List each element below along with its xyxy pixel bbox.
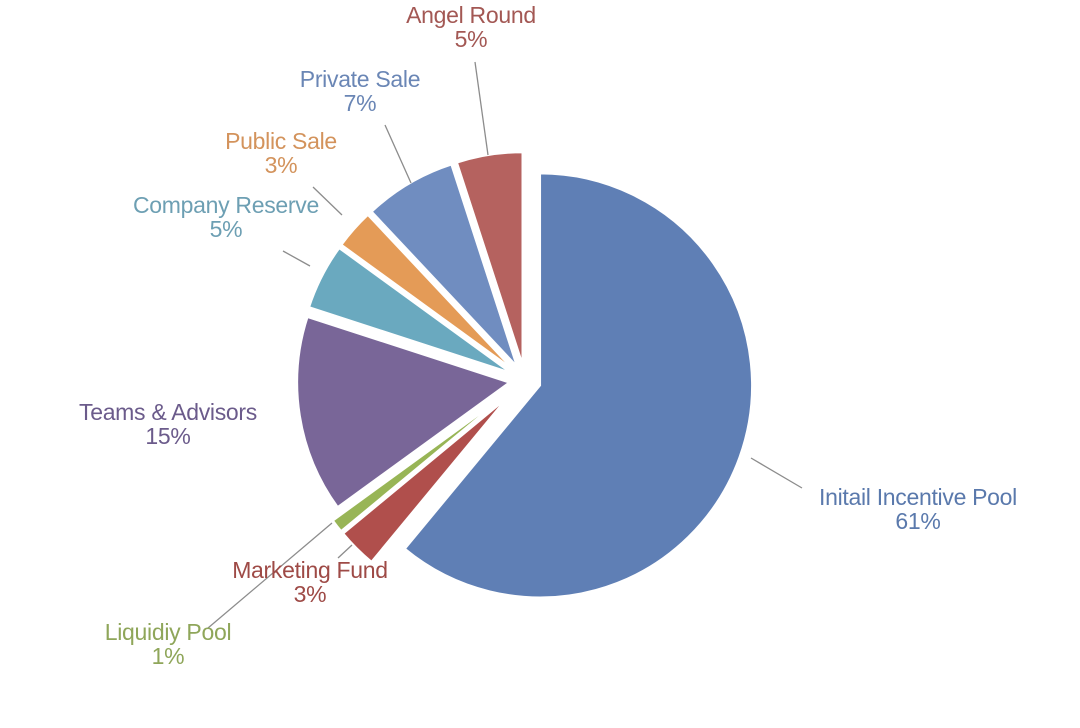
slice-percent-public-sale: 3%	[265, 152, 298, 178]
pie-slice-angel-round	[455, 151, 524, 365]
slice-percent-initail-incentive-pool: 61%	[895, 508, 940, 534]
slice-percent-private-sale: 7%	[344, 90, 377, 116]
pie-slice-company-reserve	[307, 246, 512, 374]
slice-percent-teams-advisors: 15%	[145, 423, 190, 449]
pie-slice-teams-advisors	[296, 315, 512, 509]
slice-name-company-reserve: Company Reserve	[133, 192, 319, 218]
slice-percent-company-reserve: 5%	[210, 216, 243, 242]
pie-slices	[296, 151, 753, 599]
leader-line-marketing-fund	[337, 544, 353, 559]
pie-slice-liquidiy-pool	[331, 395, 506, 533]
slice-name-angel-round: Angel Round	[406, 2, 536, 28]
slice-name-public-sale: Public Sale	[225, 128, 337, 154]
slice-label-public-sale: Public Sale 3%	[225, 128, 337, 178]
slice-percent-marketing-fund: 3%	[294, 581, 327, 607]
slice-name-teams-advisors: Teams & Advisors	[79, 399, 257, 425]
slice-percent-liquidiy-pool: 1%	[152, 643, 185, 669]
slice-label-private-sale: Private Sale 7%	[300, 66, 420, 116]
slice-name-marketing-fund: Marketing Fund	[232, 557, 388, 583]
slice-labels: Initail Incentive Pool 61%Marketing Fund 3…	[79, 2, 1017, 669]
leader-line-company-reserve	[282, 250, 311, 267]
pie-slice-public-sale	[340, 213, 514, 371]
slice-label-angel-round: Angel Round 5%	[406, 2, 536, 52]
pie-slice-private-sale	[370, 163, 518, 367]
slice-label-teams-advisors: Teams & Advisors 15%	[79, 399, 257, 449]
leader-line-liquidiy-pool	[207, 522, 333, 629]
pie-slice-marketing-fund	[341, 397, 508, 564]
slice-percent-angel-round: 5%	[455, 26, 488, 52]
slice-label-liquidiy-pool: Liquidiy Pool 1%	[105, 619, 232, 669]
slice-name-private-sale: Private Sale	[300, 66, 420, 92]
leader-line-initail-incentive-pool	[750, 457, 803, 489]
slice-name-initail-incentive-pool: Initail Incentive Pool	[819, 484, 1017, 510]
leader-line-private-sale	[384, 124, 412, 184]
leader-lines	[207, 61, 803, 629]
slice-label-initail-incentive-pool: Initail Incentive Pool 61%	[819, 484, 1017, 534]
slice-label-marketing-fund: Marketing Fund 3%	[232, 557, 388, 607]
slice-name-liquidiy-pool: Liquidiy Pool	[105, 619, 232, 645]
slice-label-company-reserve: Company Reserve 5%	[133, 192, 319, 242]
leader-line-public-sale	[312, 186, 343, 216]
leader-line-angel-round	[474, 61, 489, 156]
pie-slice-initail-incentive-pool	[403, 172, 753, 599]
